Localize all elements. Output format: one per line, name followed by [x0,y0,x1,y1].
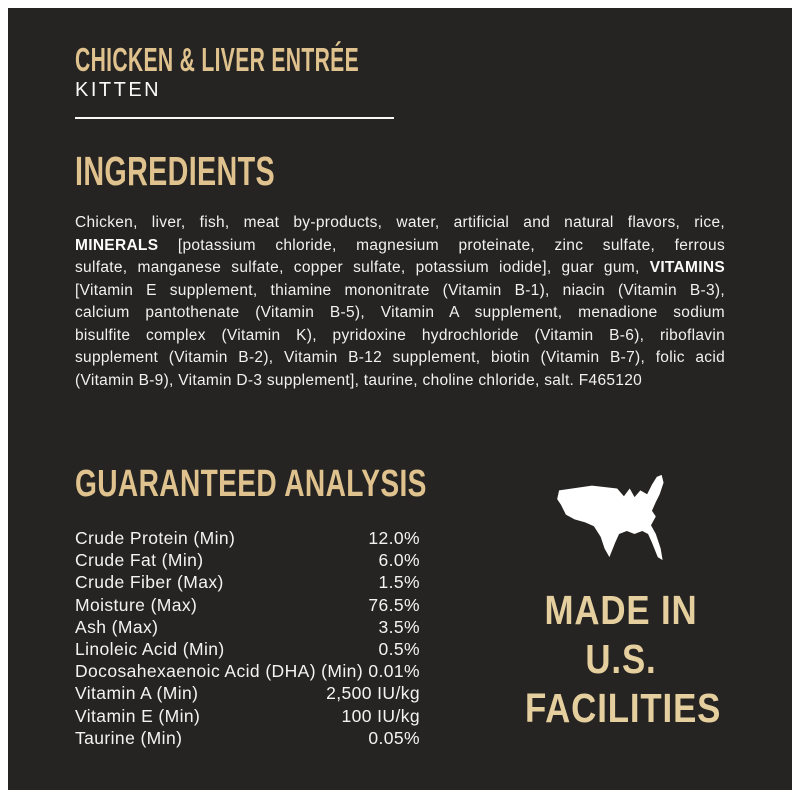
nutrient-label: Docosahexaenoic Acid (DHA) (Min) [75,661,364,682]
usa-map-icon [557,474,664,561]
product-subtitle: KITTEN [75,79,162,101]
made-in-line: U.S. [585,636,657,682]
nutrient-label: Linoleic Acid (Min) [75,639,225,660]
table-row: Crude Fiber (Max) 1.5% [75,571,420,593]
product-title: CHICKEN & LIVER ENTRÉE [75,41,359,78]
divider [75,117,394,119]
table-row: Crude Fat (Min) 6.0% [75,549,420,571]
ingredient-line: sulfate, manganese sulfate, copper sulfa… [75,259,725,276]
nutrient-value: 100 IU/kg [341,705,420,726]
made-in-line: MADE IN [544,587,698,633]
table-row: Taurine (Min) 0.05% [75,727,420,749]
table-row: Crude Protein (Min) 12.0% [75,527,420,549]
nutrient-label: Crude Fiber (Max) [75,572,224,593]
nutrient-label: Crude Fat (Min) [75,550,204,571]
table-row: Ash (Max) 3.5% [75,616,420,638]
nutrient-value: 1.5% [378,572,420,593]
nutrient-value: 3.5% [378,616,420,637]
nutrient-value: 12.0% [368,528,420,548]
nutrient-label: Crude Protein (Min) [75,528,236,548]
analysis-table: Crude Protein (Min) 12.0% Crude Fat (Min)… [75,527,420,749]
table-row: Linoleic Acid (Min) 0.5% [75,638,420,660]
nutrient-value: 0.05% [368,727,420,748]
nutrient-label: Moisture (Max) [75,594,198,615]
label-panel: CHICKEN & LIVER ENTRÉE KITTEN INGREDIENT… [8,8,792,790]
ingredient-line: supplement (Vitamin B-2), Vitamin B-12 s… [75,349,725,366]
made-in-line: FACILITIES [524,685,722,731]
nutrient-label: Vitamin A (Min) [75,683,199,704]
ingredient-line: (Vitamin B-9), Vitamin D-3 supplement], … [75,371,643,389]
analysis-heading: GUARANTEED ANALYSIS [75,463,427,505]
nutrient-label: Vitamin E (Min) [75,705,201,726]
ingredient-line: MINERALS [potassium chloride, magnesium … [75,236,725,254]
nutrient-value: 6.0% [378,550,420,571]
ingredient-line: Chicken, liver, fish, meat by-products, … [75,214,725,231]
ingredient-line: calcium pantothenate (Vitamin B-5), Vita… [75,304,725,321]
table-row: Vitamin A (Min) 2,500 IU/kg [75,682,420,704]
made-in-text: MADE IN U.S. FACILITIES [508,586,734,733]
ingredient-line: bisulfite complex (Vitamin K), pyridoxin… [75,326,725,344]
table-row: Vitamin E (Min) 100 IU/kg [75,705,420,727]
ingredients-text: Chicken, liver, fish, meat by-products, … [75,212,725,392]
table-row: Docosahexaenoic Acid (DHA) (Min) 0.01% [75,660,420,682]
nutrient-value: 0.5% [378,639,420,660]
nutrient-label: Taurine (Min) [75,727,183,748]
nutrient-value: 0.01% [368,661,420,682]
nutrient-value: 2,500 IU/kg [326,683,420,704]
ingredients-heading: INGREDIENTS [75,148,275,194]
table-row: Moisture (Max) 76.5% [75,594,420,616]
ingredient-line: [Vitamin E supplement, thiamine mononitr… [75,281,725,299]
made-in-block: MADE IN U.S. FACILITIES [508,465,734,733]
nutrient-label: Ash (Max) [75,616,159,637]
nutrient-value: 76.5% [368,594,420,615]
